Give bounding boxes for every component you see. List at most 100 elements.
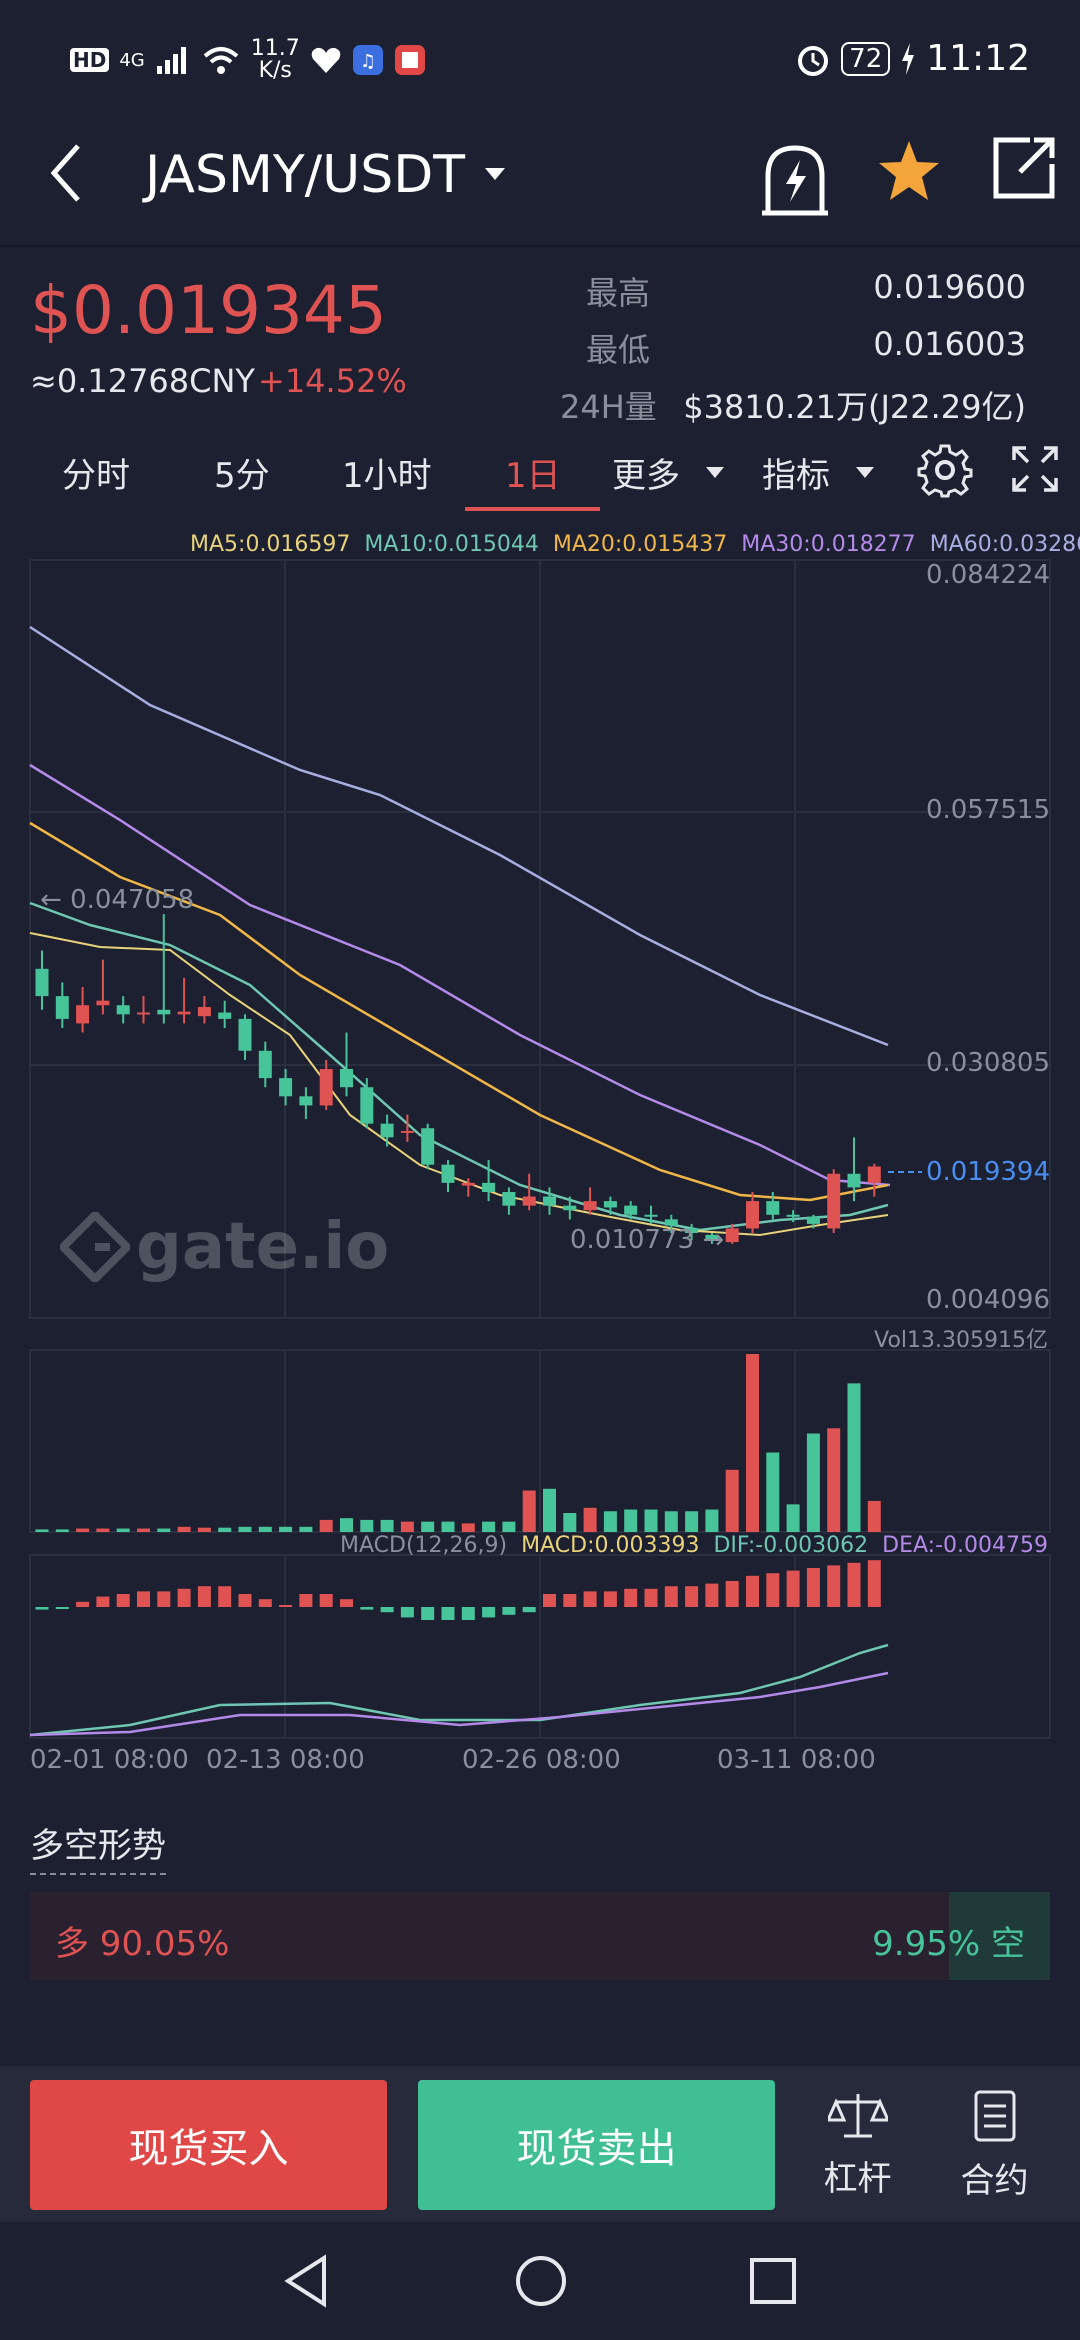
ma5-line xyxy=(29,932,889,1237)
tab-more[interactable]: 更多 xyxy=(612,448,724,497)
document-icon xyxy=(974,2090,1015,2142)
wifi-icon xyxy=(203,47,239,74)
volume-bar xyxy=(644,1509,658,1532)
candle-body xyxy=(238,1018,252,1051)
macd-hist-bar xyxy=(543,1594,556,1607)
x-tick-2: 02-13 08:00 xyxy=(206,1745,365,1775)
volume-24h-label: 24H量 xyxy=(560,388,657,426)
system-nav-bar xyxy=(0,2222,1080,2340)
tab-1hour[interactable]: 1小时 xyxy=(342,456,432,496)
volume-bar xyxy=(299,1526,313,1532)
long-ratio-label: 多 90.05% xyxy=(55,1924,230,1964)
volume-label: Vol13.305915亿 xyxy=(874,1328,1048,1353)
status-right: 72 11:12 xyxy=(795,38,1030,79)
volume-bar xyxy=(340,1518,353,1532)
macd-hist-bar xyxy=(441,1607,455,1620)
volume-bar xyxy=(441,1521,455,1532)
y-tick-2: 0.057515 xyxy=(925,795,1050,825)
macd-hist-bar xyxy=(380,1607,394,1613)
candle-body xyxy=(502,1191,516,1206)
volume-bar xyxy=(461,1523,475,1532)
ma10-label: MA10:0.015044 xyxy=(364,532,539,557)
macd-hist-bar xyxy=(766,1573,780,1607)
macd-hist-bar xyxy=(400,1607,414,1618)
candle-body xyxy=(847,1173,861,1188)
macd-hist-bar xyxy=(603,1591,617,1607)
caret-down-icon xyxy=(485,168,506,180)
macd-hist-bar xyxy=(746,1575,759,1607)
current-price-tag: 0.019394 xyxy=(925,1157,1050,1187)
fullscreen-icon[interactable] xyxy=(1012,446,1058,492)
nav-back-icon[interactable] xyxy=(282,2254,332,2308)
ma60-label: MA60:0.032865 xyxy=(929,532,1080,557)
long-short-bar: 多 90.05% 9.95% 空 xyxy=(30,1892,1050,1980)
y-tick-3: 0.030805 xyxy=(925,1048,1050,1078)
short-ratio-fill xyxy=(948,1892,1050,1980)
tab-timeshare[interactable]: 分时 xyxy=(62,456,130,496)
macd-hist-bar xyxy=(725,1581,739,1607)
leverage-button[interactable]: 杠杆 xyxy=(810,2090,905,2200)
clock: 11:12 xyxy=(926,38,1030,79)
high-marker: ← 0.047058 xyxy=(40,885,194,915)
candle-body xyxy=(76,1005,90,1024)
tab-indicators[interactable]: 指标 xyxy=(762,448,874,497)
settings-gear-icon[interactable] xyxy=(917,442,973,498)
volume-bar xyxy=(827,1428,841,1532)
volume-bar xyxy=(603,1511,617,1532)
ma30-label: MA30:0.018277 xyxy=(741,532,916,557)
kline-chart[interactable]: gate.io 0.084224 0.057515 0.030805 0.019… xyxy=(0,555,1080,1775)
hd-badge: HD xyxy=(70,48,110,72)
share-icon[interactable] xyxy=(990,134,1058,202)
low-value: 0.016003 xyxy=(873,325,1026,363)
macd-hist-bar xyxy=(340,1599,353,1607)
candle-body xyxy=(35,968,49,997)
active-tab-indicator xyxy=(465,507,600,511)
macd-hist-bar xyxy=(827,1565,841,1607)
spot-buy-button[interactable]: 现货买入 xyxy=(30,2080,387,2210)
volume-bar xyxy=(380,1519,394,1532)
macd-hist-bar xyxy=(319,1594,333,1607)
price-alert-button[interactable] xyxy=(758,138,833,223)
macd-value: MACD:0.003393 xyxy=(521,1533,700,1558)
candle-body xyxy=(421,1128,435,1165)
candle-body xyxy=(360,1087,374,1124)
macd-hist-bar xyxy=(705,1583,719,1607)
volume-bar xyxy=(563,1512,577,1532)
macd-hist-bar xyxy=(847,1562,861,1607)
macd-hist-bar xyxy=(502,1607,516,1615)
header xyxy=(0,120,1080,247)
trading-pair-selector[interactable]: JASMY/USDT xyxy=(145,145,506,205)
tab-5min[interactable]: 5分 xyxy=(214,456,270,496)
arrow-left-icon: ← xyxy=(40,885,62,915)
scale-icon xyxy=(825,2094,890,2138)
low-label: 最低 xyxy=(586,331,651,369)
contract-button[interactable]: 合约 xyxy=(947,2090,1042,2202)
ma60-line xyxy=(29,625,889,1047)
tab-1day[interactable]: 1日 xyxy=(505,456,561,496)
volume-bar xyxy=(96,1528,110,1532)
volume-bar xyxy=(319,1519,333,1532)
net-speed: 11.7 K/s xyxy=(250,36,300,83)
alarm-icon xyxy=(798,45,829,76)
price-alert-icon xyxy=(762,145,828,216)
status-bar: HD 4G 11.7 K/s ♫ 72 11:12 xyxy=(0,0,1080,120)
nav-home-icon[interactable] xyxy=(514,2254,568,2308)
kline-chart-canvas xyxy=(29,559,1051,1739)
arrow-right-icon: → xyxy=(702,1225,725,1255)
candle-body xyxy=(177,1011,191,1015)
x-tick-3: 02-26 08:00 xyxy=(462,1745,621,1775)
macd-hist-bar xyxy=(461,1607,475,1620)
charging-icon xyxy=(902,42,915,75)
nav-recents-icon[interactable] xyxy=(748,2256,798,2306)
svg-text:♫: ♫ xyxy=(360,51,376,72)
ma10-line xyxy=(29,901,889,1232)
macd-hist-bar xyxy=(644,1588,658,1607)
favorite-star-icon[interactable] xyxy=(876,138,942,204)
volume-bar xyxy=(867,1500,881,1532)
candle-body xyxy=(116,1005,130,1015)
signal-icon xyxy=(156,47,186,74)
macd-hist-bar xyxy=(522,1607,536,1613)
back-arrow-icon[interactable] xyxy=(42,138,92,208)
macd-hist-bar xyxy=(218,1586,232,1607)
spot-sell-button[interactable]: 现货卖出 xyxy=(418,2080,775,2210)
